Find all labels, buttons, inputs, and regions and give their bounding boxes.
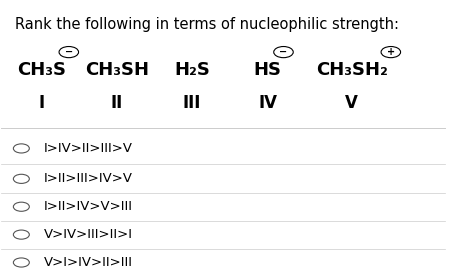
Text: −: − [65, 47, 73, 57]
Text: V>IV>III>II>I: V>IV>III>II>I [44, 228, 133, 241]
Text: V>I>IV>II>III: V>I>IV>II>III [44, 256, 133, 269]
Text: CH₃SH: CH₃SH [85, 61, 149, 79]
Text: I: I [38, 94, 45, 112]
Text: II: II [110, 94, 123, 112]
Text: −: − [280, 47, 288, 57]
Text: V: V [346, 94, 358, 112]
Text: I>IV>II>III>V: I>IV>II>III>V [44, 142, 133, 155]
Text: +: + [387, 47, 395, 57]
Text: CH₃SH₂: CH₃SH₂ [316, 61, 388, 79]
Text: I>II>IV>V>III: I>II>IV>V>III [44, 200, 133, 213]
Text: CH₃S: CH₃S [17, 61, 66, 79]
Text: IV: IV [258, 94, 277, 112]
Text: H₂S: H₂S [174, 61, 210, 79]
Text: Rank the following in terms of nucleophilic strength:: Rank the following in terms of nucleophi… [15, 17, 399, 31]
Text: III: III [183, 94, 201, 112]
Text: I>II>III>IV>V: I>II>III>IV>V [44, 172, 133, 185]
Text: HS: HS [254, 61, 282, 79]
